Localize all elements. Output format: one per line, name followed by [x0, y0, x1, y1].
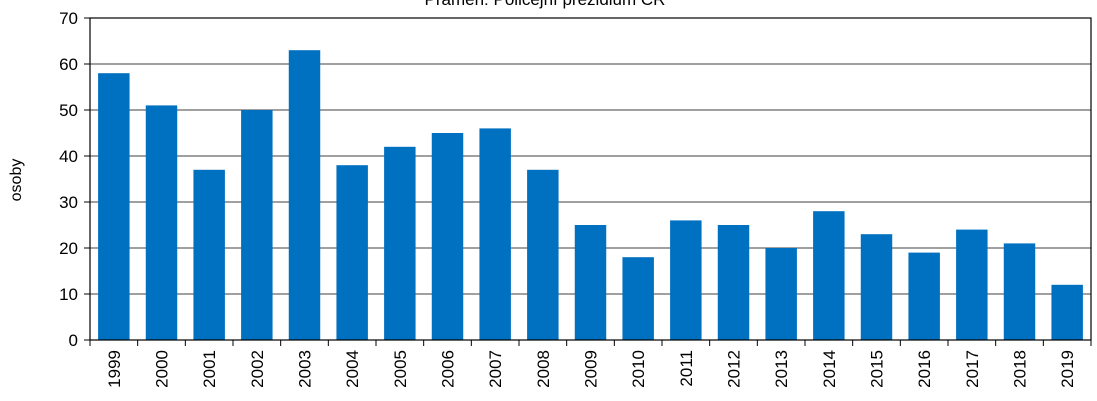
bar-2016 — [908, 252, 940, 340]
y-tick-label: 50 — [59, 101, 78, 120]
bar-2012 — [717, 225, 750, 340]
x-tick-label: 2003 — [296, 350, 315, 388]
bar-2000 — [145, 105, 178, 341]
x-tick-label: 2017 — [963, 350, 982, 388]
x-tick-label: 2012 — [725, 350, 744, 388]
y-tick-label: 0 — [69, 331, 78, 350]
bar-2008 — [527, 169, 559, 340]
y-tick-label: 60 — [59, 55, 78, 74]
bar-2006 — [431, 133, 464, 340]
x-tick-label: 2014 — [820, 350, 839, 388]
bar-2001 — [193, 169, 225, 340]
y-axis-title: osoby — [8, 159, 25, 202]
bar-2019 — [1051, 284, 1083, 340]
x-tick-label: 1999 — [105, 350, 124, 388]
x-tick-label: 2016 — [915, 350, 934, 388]
plot-frame — [89, 17, 1092, 341]
y-tick-label: 20 — [59, 239, 78, 258]
x-tick-label: 2005 — [391, 350, 410, 388]
x-tick-label: 2006 — [439, 350, 458, 388]
y-tick-label: 30 — [59, 193, 78, 212]
bar-2005 — [384, 146, 416, 340]
bar-2004 — [336, 165, 368, 340]
y-tick-label: 40 — [59, 147, 78, 166]
x-tick-labels: 1999 2000 2001 2002 2003 2004 2005 2006 2007 2008… — [105, 350, 1077, 388]
y-tick-label: 70 — [59, 9, 78, 28]
x-tick-label: 2008 — [534, 350, 553, 388]
y-tick-label: 10 — [59, 285, 78, 304]
x-tick-label: 2010 — [629, 350, 648, 388]
x-tick-label: 2004 — [343, 350, 362, 388]
x-tick-label: 2009 — [582, 350, 601, 388]
x-tick-label: 2015 — [868, 350, 887, 388]
bar-2010 — [622, 257, 654, 340]
bar-2003 — [288, 50, 321, 340]
x-tick-label: 2011 — [677, 350, 696, 387]
bar-2018 — [1003, 243, 1036, 340]
bar-2007 — [479, 128, 511, 340]
bar-2014 — [813, 211, 845, 340]
axes — [84, 17, 1092, 346]
bar-2002 — [241, 110, 273, 340]
bars — [98, 50, 1083, 341]
bar-2011 — [670, 220, 702, 340]
bar-2013 — [765, 248, 797, 340]
x-tick-label: 2019 — [1058, 350, 1077, 388]
x-tick-label: 2000 — [153, 350, 172, 388]
bar-1999 — [98, 73, 130, 340]
chart-title: Pramen: Policejní prezidium ČR — [425, 0, 666, 9]
x-tick-label: 2013 — [772, 350, 791, 388]
x-tick-label: 2007 — [486, 350, 505, 388]
bar-2017 — [956, 229, 988, 340]
bar-2009 — [574, 225, 607, 340]
y-tick-labels: 0 10 20 30 40 50 60 70 — [59, 9, 78, 350]
x-tick-label: 2001 — [200, 350, 219, 388]
x-tick-label: 2002 — [248, 350, 267, 388]
x-tick-label: 2018 — [1011, 350, 1030, 388]
bar-2015 — [860, 234, 893, 340]
